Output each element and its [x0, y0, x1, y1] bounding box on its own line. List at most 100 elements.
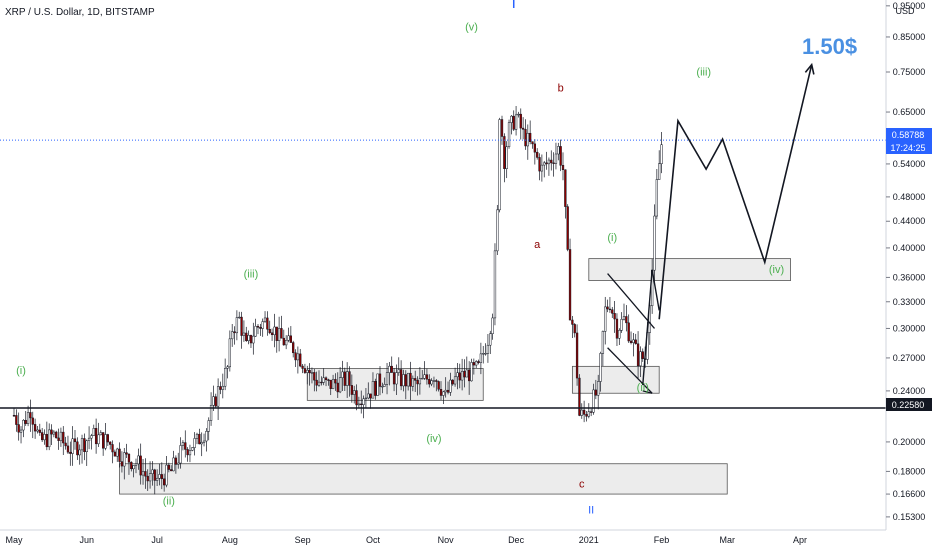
candle: [432, 376, 436, 388]
candle-body: [559, 146, 562, 166]
candle: [331, 374, 335, 390]
candle: [26, 405, 30, 427]
candle: [364, 388, 368, 408]
impulse-line: [651, 269, 660, 311]
candle-body: [496, 209, 499, 252]
arrow-head: [804, 62, 815, 75]
candle: [449, 372, 452, 396]
candle-body: [590, 411, 593, 413]
candle-body: [233, 331, 236, 334]
candle-body: [45, 434, 48, 448]
candle: [289, 326, 292, 343]
candle-body: [214, 396, 217, 407]
price-tick-label: 0.36000: [893, 272, 926, 282]
candle-body: [585, 414, 588, 417]
candle-body: [489, 333, 492, 346]
candle: [306, 365, 309, 385]
candle-body: [533, 143, 536, 153]
wave-label: II: [588, 504, 594, 516]
candle: [460, 358, 464, 391]
candle: [69, 441, 72, 466]
candle-body: [529, 132, 532, 142]
candle: [259, 323, 262, 336]
candle: [242, 320, 246, 342]
candle: [254, 318, 257, 337]
candle-body: [289, 335, 292, 343]
candle: [550, 150, 553, 171]
candle: [174, 455, 178, 474]
candle-body: [226, 366, 229, 369]
candle-body: [205, 431, 208, 442]
candle-body: [446, 389, 450, 393]
candle-body: [547, 159, 551, 165]
candle: [261, 318, 264, 337]
candle: [43, 429, 46, 445]
candle-body: [216, 386, 220, 407]
candle: [200, 432, 203, 457]
candle: [423, 361, 426, 380]
candle-body: [414, 378, 417, 381]
price-tick-label: 0.54000: [893, 159, 926, 169]
candle: [362, 395, 365, 419]
candle: [329, 379, 332, 396]
candle: [104, 422, 107, 451]
candle-body: [85, 440, 88, 452]
candle-body: [472, 362, 475, 366]
candle: [475, 360, 478, 369]
candle-body: [259, 327, 262, 329]
candle-body: [188, 450, 192, 456]
candle: [564, 169, 567, 219]
wedge-line: [607, 347, 653, 394]
candle: [322, 368, 325, 386]
time-axis[interactable]: May Jun Jul Aug Sep Oct Nov Dec 2021 Feb Mar Apr: [5, 535, 806, 545]
candle-body: [613, 313, 616, 320]
candle: [578, 374, 581, 417]
candle-body: [531, 141, 534, 145]
candle: [102, 432, 105, 456]
candle-body: [566, 206, 569, 250]
candle: [235, 310, 239, 341]
candle: [348, 366, 351, 397]
candle-body: [139, 455, 142, 476]
candle: [573, 323, 576, 338]
candle: [498, 117, 501, 213]
candle-body: [514, 114, 518, 130]
candle: [442, 390, 445, 405]
candle-body: [453, 376, 457, 385]
candle: [350, 374, 353, 403]
candle: [214, 393, 217, 409]
candle-body: [507, 122, 511, 148]
candle-body: [134, 463, 138, 466]
candle: [238, 311, 241, 319]
candle-body: [102, 432, 105, 449]
candle: [453, 367, 457, 387]
candle-body: [141, 471, 145, 476]
candle-body: [343, 371, 346, 386]
candle-body: [594, 389, 597, 396]
candle-body: [383, 384, 386, 387]
candle-body: [573, 324, 576, 334]
candle: [604, 296, 607, 345]
zone-box: [119, 463, 728, 495]
candle-body: [416, 380, 419, 385]
candle: [85, 439, 88, 466]
candle: [334, 373, 337, 391]
time-tick-label: 2021: [579, 535, 599, 545]
candle: [50, 424, 53, 445]
candle: [521, 117, 525, 140]
candle: [653, 204, 656, 283]
candle-body: [170, 469, 173, 472]
candle-body: [353, 390, 356, 395]
candle: [639, 346, 642, 378]
candle: [212, 385, 215, 412]
candle-body: [266, 317, 269, 330]
price-axis[interactable]: 0.95000 0.85000 0.75000 0.65000 0.54000 0.480…: [886, 1, 925, 522]
candle: [94, 418, 98, 454]
candle: [360, 390, 363, 414]
candle-body: [64, 442, 67, 447]
candle: [146, 469, 149, 491]
candle: [531, 141, 534, 149]
price-tick-label: 0.20000: [893, 437, 926, 447]
candle: [606, 299, 609, 313]
